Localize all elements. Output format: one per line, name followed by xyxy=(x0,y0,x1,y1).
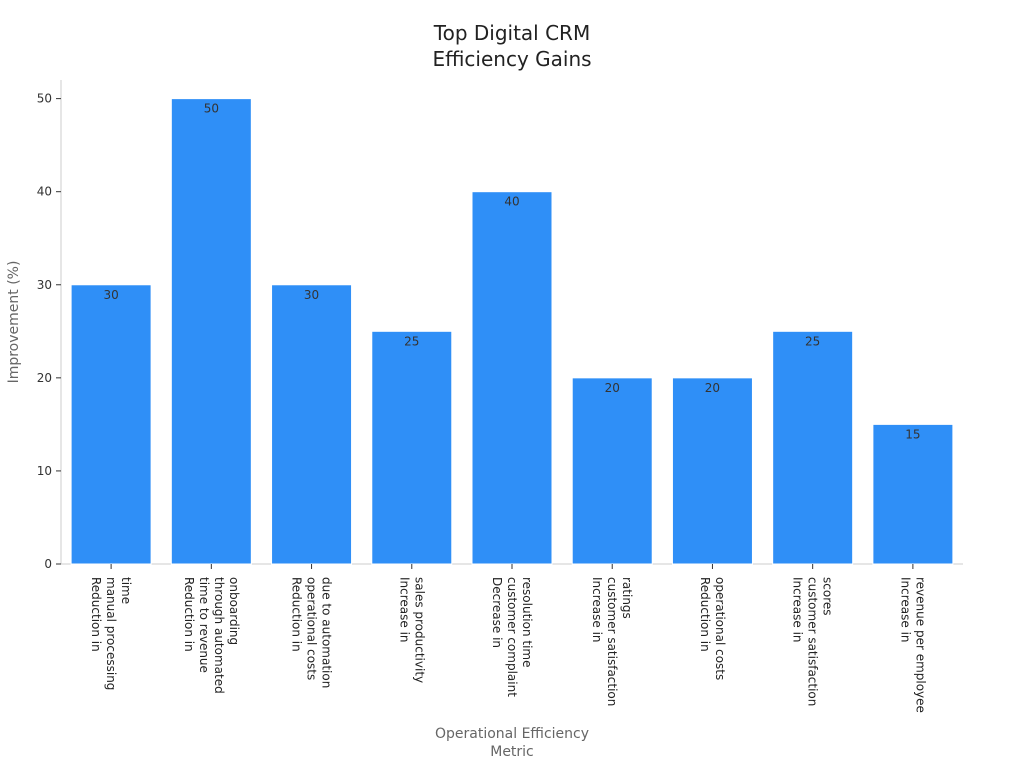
x-tick-label-line: scores xyxy=(821,577,835,616)
y-tick-label: 20 xyxy=(37,371,52,385)
y-axis-title: Improvement (%) xyxy=(6,261,22,384)
x-tick-label-line: onboarding xyxy=(227,577,241,645)
x-tick-label-line: through automated xyxy=(212,577,226,694)
y-tick-label: 50 xyxy=(37,92,52,106)
x-tick-label: Decrease in customer complaint resolution … xyxy=(490,577,534,697)
x-tick-label: Increase in sales productivity xyxy=(397,577,426,683)
data-label: 30 xyxy=(304,288,319,302)
x-tick-label: Increase in customer satisfaction scores xyxy=(791,577,835,706)
data-label: 50 xyxy=(204,102,219,116)
y-tick-label: 40 xyxy=(37,185,52,199)
x-tick-label-line: resolution time xyxy=(520,577,534,668)
x-tick-label: Reduction in time to revenue through autom… xyxy=(182,577,241,694)
x-tick-label-line: Increase in xyxy=(397,577,411,643)
bar xyxy=(271,284,353,565)
x-tick-label: Reduction in operational costs due to auto… xyxy=(290,577,334,688)
bar xyxy=(772,330,854,565)
chart-title-line: Top Digital CRM xyxy=(433,21,590,45)
x-tick-label: Reduction in manual processing time xyxy=(89,577,133,690)
y-tick-label: 0 xyxy=(44,557,52,571)
bar xyxy=(571,377,653,565)
x-tick-label-line: Increase in xyxy=(791,577,805,643)
x-tick-label-line: due to automation xyxy=(320,577,334,688)
x-tick-label-line: time xyxy=(119,577,133,604)
x-tick-label-line: manual processing xyxy=(104,577,118,690)
x-tick-label-line: time to revenue xyxy=(197,577,211,673)
x-tick-label-line: revenue per employee xyxy=(913,577,927,713)
bar xyxy=(872,423,954,565)
bar xyxy=(371,330,453,565)
x-tick-label-line: Reduction in xyxy=(89,577,103,652)
data-label: 20 xyxy=(605,381,620,395)
chart-title: Top Digital CRM Efficiency Gains xyxy=(432,21,591,71)
bar xyxy=(671,377,753,565)
x-tick-label-line: Reduction in xyxy=(698,577,712,652)
bar xyxy=(471,191,553,565)
x-tick-label-line: customer satisfaction xyxy=(806,577,820,706)
bar xyxy=(170,98,252,565)
x-tick-label-line: customer complaint xyxy=(505,577,519,697)
x-tick-label-line: customer satisfaction xyxy=(605,577,619,706)
data-label: 30 xyxy=(103,288,118,302)
chart-title-line: Efficiency Gains xyxy=(432,47,591,71)
x-tick-label: Increase in customer satisfaction ratings xyxy=(590,577,634,706)
x-tick-label: Increase in revenue per employee xyxy=(898,577,927,713)
x-tick-label-line: operational costs xyxy=(305,577,319,680)
x-axis-title-line: Metric xyxy=(490,744,534,760)
x-axis-title: Operational Efficiency Metric xyxy=(435,726,589,760)
x-tick-label-line: Reduction in xyxy=(182,577,196,652)
data-label: 40 xyxy=(504,195,519,209)
x-tick-label-line: Increase in xyxy=(590,577,604,643)
data-label: 15 xyxy=(905,427,920,441)
data-label: 25 xyxy=(805,334,820,348)
x-tick-label-line: ratings xyxy=(620,577,634,619)
data-label: 20 xyxy=(705,381,720,395)
y-tick-label: 10 xyxy=(37,464,52,478)
x-tick-label-line: Increase in xyxy=(898,577,912,643)
x-tick-label-line: operational costs xyxy=(713,577,727,680)
x-tick-label: Reduction in operational costs xyxy=(698,577,727,680)
x-axis-title-line: Operational Efficiency xyxy=(435,726,589,742)
y-tick-label: 30 xyxy=(37,278,52,292)
x-tick-label-line: Reduction in xyxy=(290,577,304,652)
x-tick-label-line: sales productivity xyxy=(412,577,426,683)
data-label: 25 xyxy=(404,334,419,348)
x-tick-label-line: Decrease in xyxy=(490,577,504,648)
bar xyxy=(70,284,152,565)
